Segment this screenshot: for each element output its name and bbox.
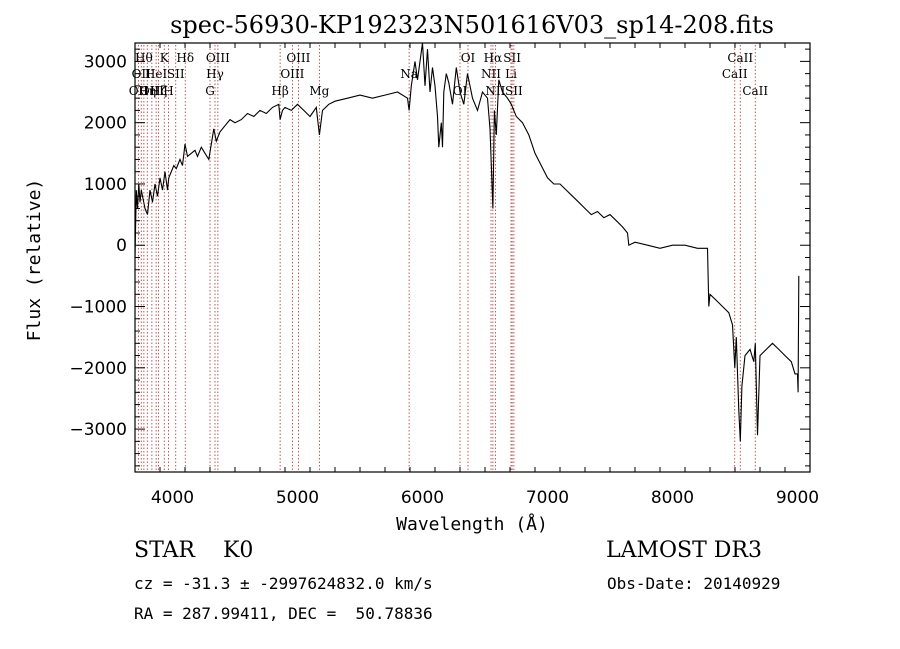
spectrum-series-line xyxy=(134,42,800,442)
x-axis: 4000 5000 6000 7000 8000 9000 xyxy=(134,43,819,508)
redshift-text: cz = -31.3 ± -2997624832.0 km/s xyxy=(134,574,433,593)
spectral-line-label: Hη xyxy=(138,84,156,98)
spectral-line-label: Hα xyxy=(484,51,503,65)
y-tick-label: −2000 xyxy=(69,359,127,379)
y-tick-label: 2000 xyxy=(84,114,127,134)
spectral-line-label: SII xyxy=(167,67,185,81)
spectral-line-label: SII xyxy=(505,84,523,98)
x-tick-label: 5000 xyxy=(276,488,319,508)
x-tick-label: 8000 xyxy=(651,488,694,508)
spectral-line-label: OI xyxy=(461,51,476,65)
spectral-line-label: G xyxy=(205,84,215,98)
spectral-line-label: CaII xyxy=(742,84,768,98)
plot-frame xyxy=(134,42,811,473)
y-tick-label: 1000 xyxy=(84,175,127,195)
spectral-line-label: OIII xyxy=(206,51,230,65)
y-tick-label: 3000 xyxy=(84,52,127,72)
coordinates-text: RA = 287.99411, DEC = 50.78836 xyxy=(134,604,433,623)
x-tick-label: 6000 xyxy=(401,488,444,508)
y-axis: −3000 −2000 −1000 0 1000 2000 3000 xyxy=(69,48,810,467)
x-tick-label: 7000 xyxy=(526,488,569,508)
spectral-line-label: Na xyxy=(400,67,418,81)
survey-name: LAMOST DR3 xyxy=(606,538,762,563)
spectral-line-label: OII xyxy=(129,84,149,98)
chart-title: spec-56930-KP192323N501616V03_sp14-208.f… xyxy=(170,11,774,39)
spectral-line-label: OII xyxy=(132,67,152,81)
spectral-line-label: SII xyxy=(503,51,521,65)
spectral-line-label: H xyxy=(163,84,173,98)
spectral-line-label: Hβ xyxy=(271,84,288,98)
y-axis-label: Flux (relative) xyxy=(24,179,45,342)
spectral-line-label: CaII xyxy=(727,51,753,65)
spectral-line-label: NII xyxy=(481,67,501,81)
spectral-line-label: Hδ xyxy=(176,51,194,65)
y-tick-label: −3000 xyxy=(69,420,127,440)
spectral-line-label: OIII xyxy=(140,84,164,98)
spectral-line-label: OIII xyxy=(280,67,304,81)
spectral-line-label: Mg xyxy=(309,84,329,98)
spectral-line-label: Hζ xyxy=(150,84,167,98)
spectral-line-label: K xyxy=(160,51,170,65)
spectral-line-label: Li xyxy=(505,67,517,81)
spectral-line-label: HeI xyxy=(145,67,168,81)
x-tick-label: 9000 xyxy=(776,488,819,508)
spectral-line-label: Hγ xyxy=(206,67,224,81)
spectral-line-label: OIII xyxy=(286,51,310,65)
y-tick-label: 0 xyxy=(116,236,127,256)
x-axis-label: Wavelength (Å) xyxy=(396,513,548,535)
spectral-line-label: CaII xyxy=(722,67,748,81)
x-tick-label: 4000 xyxy=(151,488,194,508)
spectral-line-label: Hθ xyxy=(135,51,153,65)
y-tick-label: −1000 xyxy=(69,298,127,318)
classification-text: STAR K0 xyxy=(134,538,254,563)
line-labels: OIIOIIHθHηOIIIHeIHζKHSIIHδGHγOIIIHβOIIIO… xyxy=(129,51,769,98)
line-markers xyxy=(137,45,756,472)
obs-date-text: Obs-Date: 20140929 xyxy=(607,574,781,593)
